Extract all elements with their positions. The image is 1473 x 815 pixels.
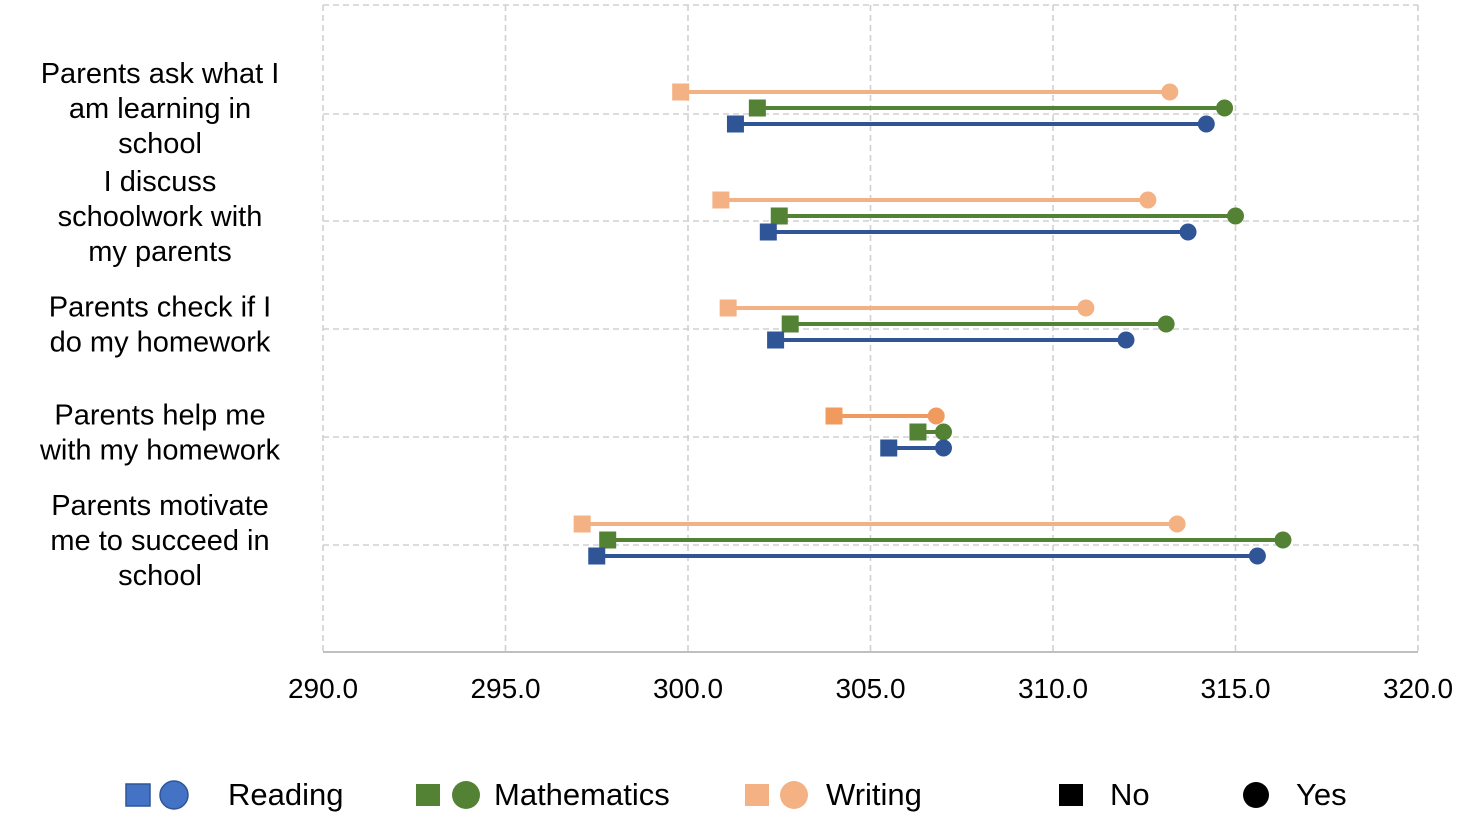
yes-marker-reading [1248,547,1266,565]
legend-square-marker [125,783,151,807]
x-axis: 290.0 295.0 300.0 305.0 310.0 315.0 320.0 [288,651,1453,704]
no-marker-reading [759,223,777,241]
yes-marker-reading [1117,331,1135,349]
yes-marker-mathematics [1157,315,1175,333]
no-marker-writing [712,191,730,209]
legend: Reading Mathematics Writing No Yes [125,777,1347,812]
no-marker-mathematics [599,531,617,549]
no-marker-reading [588,547,606,565]
no-marker-reading [767,331,785,349]
yes-marker-reading [1197,115,1215,133]
legend-circle-marker [780,781,808,809]
legend-circle-marker [452,781,480,809]
x-tick-label: 295.0 [470,673,540,704]
no-marker-reading [880,439,898,457]
yes-marker-mathematics [1227,207,1244,225]
legend-item-no: No [1059,777,1150,812]
x-tick-label: 310.0 [1018,673,1088,704]
x-tick-label: 315.0 [1200,673,1270,704]
yes-marker-mathematics [1216,99,1234,117]
yes-marker-mathematics [935,423,952,441]
yes-marker-writing [1139,191,1157,209]
x-tick-label: 320.0 [1383,673,1453,704]
no-marker-mathematics [770,207,788,225]
yes-marker-writing [927,407,945,425]
x-tick-label: 290.0 [288,673,358,704]
no-marker-writing [719,299,737,317]
legend-square-marker [1059,784,1083,806]
legend-square-marker [745,784,769,806]
no-marker-writing [825,407,843,425]
legend-label: No [1110,777,1150,812]
no-marker-writing [672,83,690,101]
no-marker-mathematics [909,423,927,441]
yes-marker-reading [1179,223,1197,241]
legend-label: Mathematics [494,777,670,812]
no-marker-mathematics [748,99,766,117]
no-marker-writing [573,515,591,533]
legend-circle-marker [1243,782,1269,808]
x-tick-label: 300.0 [653,673,723,704]
yes-marker-writing [1077,299,1095,317]
yes-marker-mathematics [1274,531,1292,549]
category-label: Parents motivate me to succeed in school [50,490,269,592]
legend-square-marker [416,784,440,806]
data-marks [573,83,1292,565]
legend-item-writing: Writing [745,777,922,812]
x-tick-label: 305.0 [835,673,905,704]
legend-circle-marker [159,780,189,810]
category-label: I discuss schoolwork with my parents [58,166,263,268]
legend-label: Writing [826,777,922,812]
category-label: Parents help me with my homework [39,400,281,467]
legend-label: Reading [228,777,343,812]
no-marker-mathematics [781,315,799,333]
legend-item-reading: Reading [125,777,343,812]
legend-item-mathematics: Mathematics [416,777,670,812]
legend-item-yes: Yes [1243,777,1347,812]
no-marker-reading [726,115,744,133]
yes-marker-writing [1161,83,1179,101]
yes-marker-reading [935,439,952,457]
yes-marker-writing [1168,515,1186,533]
legend-label: Yes [1296,777,1347,812]
